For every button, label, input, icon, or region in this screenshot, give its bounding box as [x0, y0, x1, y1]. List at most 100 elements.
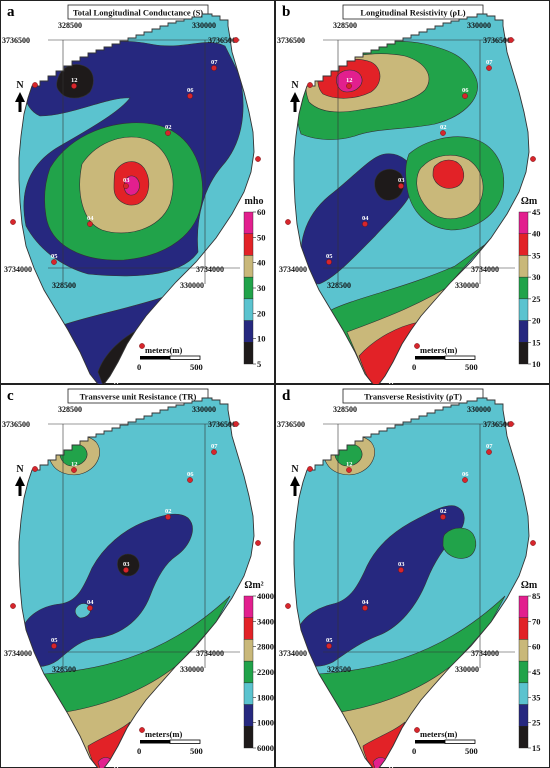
sounding-point-label: 03: [123, 177, 130, 184]
legend-unit: Ωm²: [244, 580, 263, 591]
legend-tick: 35: [532, 250, 541, 260]
north-arrow-icon: N: [290, 464, 300, 496]
sounding-point-label: 04: [87, 599, 94, 606]
legend-tick: 15: [532, 743, 541, 753]
sounding-point-09: 09: [285, 213, 292, 225]
sounding-point-13: 13: [307, 460, 314, 472]
map-area: 328500 330000 3736500 3736500 3734000 3734000…: [2, 397, 262, 768]
legend-tick: 40: [532, 229, 541, 239]
scale-zero: 0: [137, 362, 141, 372]
legend-swatch: [243, 639, 254, 662]
map-panel-a: a Total Longitudinal Conductance (S) 32850…: [0, 0, 275, 393]
legend-tick: 85: [532, 591, 541, 601]
map-panel-d: d Transverse Resistivity (ρT) 328500 330000…: [275, 384, 550, 768]
sounding-point-label: 13: [32, 460, 39, 467]
sounding-point-07: 07: [486, 443, 493, 455]
panel-letter-a: a: [7, 4, 15, 20]
legend-tick: 60: [532, 642, 541, 652]
north-arrow-icon: N: [290, 80, 300, 112]
sounding-point-label: 07: [211, 59, 218, 66]
sounding-point-05: 05: [51, 637, 58, 649]
sounding-point-02: 02: [440, 124, 447, 136]
panel-title: Transverse unit Resistance (TR): [80, 392, 197, 402]
sounding-point-label: 04: [87, 215, 94, 222]
legend-swatch: [243, 233, 254, 256]
sounding-point-label: 10: [414, 721, 421, 728]
sounding-point-label: 09: [10, 597, 17, 604]
sounding-point-10: 10: [139, 721, 146, 733]
coord-label-top-x1: 328500: [333, 21, 357, 30]
sounding-point-label: 07: [211, 443, 218, 450]
sounding-point-03: 03: [398, 177, 405, 189]
sounding-point-09: 09: [10, 597, 17, 609]
coord-label-right-y2: 3734000: [196, 265, 224, 274]
contour-zone: [374, 168, 404, 201]
sounding-point-01: 01: [255, 534, 262, 546]
sounding-point-03: 03: [123, 177, 130, 189]
sounding-point-05: 05: [326, 253, 333, 265]
coord-label-top-x2: 330000: [192, 21, 216, 30]
sounding-point-label: 02: [165, 124, 172, 131]
coord-label-bottom-x1: 328500: [327, 281, 351, 290]
map-panel-b: b Longitudinal Resistivity (ρL)328500 3300…: [275, 0, 550, 393]
legend-tick: 45: [532, 207, 541, 217]
sounding-point-04: 04: [87, 599, 94, 611]
legend-swatch: [243, 211, 254, 234]
legend-tick: 25: [532, 718, 541, 728]
sounding-point-08: 08: [508, 415, 515, 427]
scale-zero: 0: [412, 746, 416, 756]
panel-letter-c: c: [7, 388, 14, 404]
sounding-point-label: 03: [398, 177, 405, 184]
legend-tick: 34000: [257, 616, 278, 626]
sounding-point-label: 08: [233, 31, 240, 38]
legend-unit: Ωm: [521, 196, 538, 207]
sounding-point-label: 01: [530, 150, 537, 157]
legend-swatch: [518, 726, 529, 749]
sounding-point-label: 08: [508, 415, 515, 422]
legend-tick: 10000: [257, 718, 278, 728]
coord-label-left-y1: 3736500: [2, 36, 30, 45]
sounding-point-label: 12: [71, 461, 78, 468]
sounding-point-10: 10: [414, 337, 421, 349]
title-box: [67, 4, 209, 20]
coord-label-left-y1: 3736500: [277, 36, 305, 45]
legend-swatch: [243, 660, 254, 684]
sounding-point-10: 10: [414, 721, 421, 733]
legend-tick: 10: [532, 359, 541, 369]
legend-swatch: [518, 617, 529, 640]
sounding-point-04: 04: [87, 215, 94, 227]
sounding-point-09: 09: [10, 213, 17, 225]
sounding-point-12: 12: [71, 77, 78, 89]
sounding-point-13: 13: [32, 460, 39, 472]
sounding-point-label: 09: [285, 597, 292, 604]
legend-tick: 28000: [257, 642, 278, 652]
sounding-point-label: 05: [51, 637, 58, 644]
scale-zero: 0: [412, 362, 416, 372]
coord-label-top-x1: 328500: [333, 405, 357, 414]
coord-label-top-x2: 330000: [467, 21, 491, 30]
coord-label-left-y2: 3734000: [279, 649, 307, 658]
sounding-point-label: 04: [362, 599, 369, 606]
sounding-point-label: 07: [486, 443, 493, 450]
sounding-point-11: 11: [388, 765, 394, 768]
coord-label-left-y1: 3736500: [277, 420, 305, 429]
legend-tick: 18000: [257, 692, 278, 702]
coord-label-right-y2: 3734000: [471, 649, 499, 658]
coord-label-left-y1: 3736500: [2, 420, 30, 429]
sounding-point-label: 13: [32, 76, 39, 83]
north-arrow-icon: N: [15, 464, 25, 496]
legend-swatch: [518, 211, 529, 234]
legend-swatch: [518, 660, 529, 684]
contour-zone: [123, 175, 140, 196]
sounding-point-label: 03: [398, 561, 405, 568]
north-label: N: [291, 464, 299, 475]
sounding-point-label: 02: [440, 508, 447, 515]
sounding-point-label: 13: [307, 76, 314, 83]
legend-tick: 22000: [257, 667, 278, 677]
survey-boundary: [293, 397, 530, 768]
panel-title: Longitudinal Resistivity (ρL): [360, 8, 465, 18]
scale-max: 500: [190, 746, 203, 756]
coord-label-top-x1: 328500: [58, 21, 82, 30]
legend-swatch: [243, 320, 254, 343]
